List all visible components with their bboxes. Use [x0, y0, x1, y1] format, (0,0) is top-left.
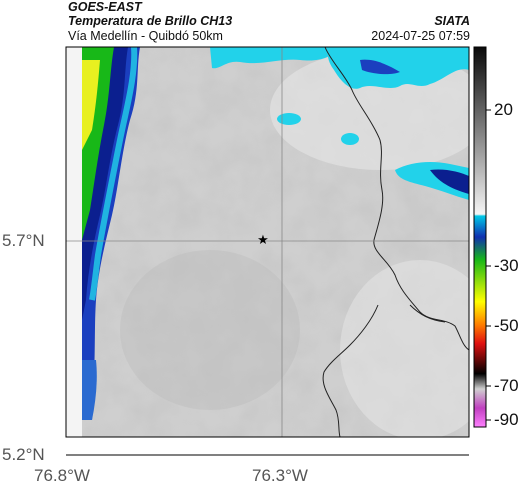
cold-cloud-small — [277, 113, 301, 125]
edge-strip — [66, 47, 82, 437]
convection-band-south — [82, 360, 97, 420]
colorbar-label: -90 — [494, 410, 519, 429]
border-line — [324, 47, 469, 351]
agency-label: SIATA — [434, 14, 470, 28]
lat-tick-label: 5.7°N — [2, 231, 45, 250]
convection-yellow — [82, 60, 100, 150]
colorbar-label: -30 — [494, 256, 519, 275]
bright-region — [340, 260, 469, 437]
colorbar-label: -50 — [494, 316, 519, 335]
border-line — [409, 304, 446, 323]
lon-tick-label: 76.3°W — [252, 466, 308, 485]
cold-cloud-cyan — [327, 47, 469, 89]
convection-edge — [89, 47, 138, 301]
border-line — [322, 304, 379, 437]
colorbar-label: 20 — [494, 100, 513, 119]
colorbar — [473, 46, 487, 428]
cold-cloud-small — [341, 133, 359, 145]
cold-cloud-core — [360, 59, 400, 75]
location-star-icon: ★ — [257, 232, 269, 247]
cold-cloud-core — [430, 169, 469, 194]
timestamp-label: 2024-07-25 07:59 — [371, 29, 470, 43]
product-title: Temperatura de Brillo CH13 — [68, 14, 233, 28]
lat-tick-label: 5.2°N — [2, 445, 45, 464]
dark-region — [120, 250, 300, 410]
colorbar-label: -70 — [494, 376, 519, 395]
route-subtitle: Vía Medellín - Quibdó 50km — [68, 29, 223, 43]
lon-tick-label: 76.8°W — [34, 466, 90, 485]
satellite-title: GOES-EAST — [68, 0, 142, 14]
cold-cloud-cyan — [210, 47, 340, 69]
imagery-layer: ★ — [66, 47, 469, 437]
